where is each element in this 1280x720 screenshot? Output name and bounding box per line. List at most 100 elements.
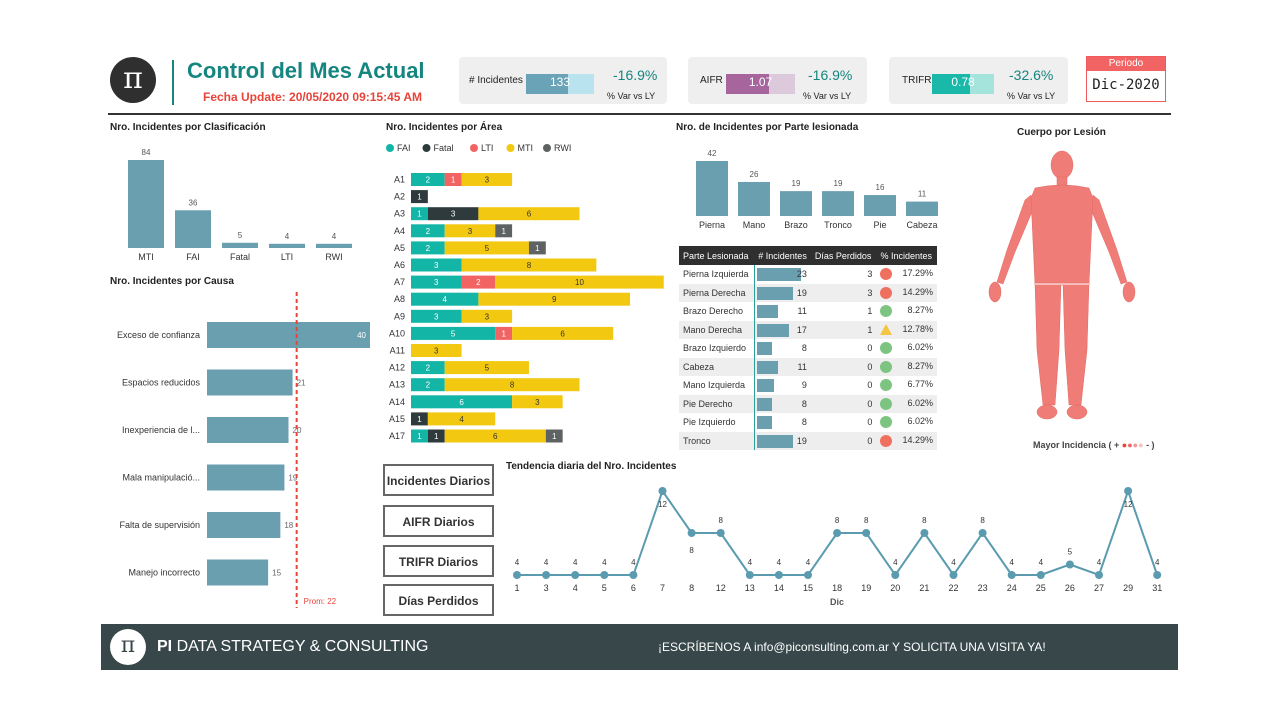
- cell-pct: 14.29%: [876, 431, 937, 450]
- cell-incidentes-value: 8: [801, 417, 807, 428]
- data-point: [716, 529, 725, 537]
- bar-segment: [411, 326, 496, 340]
- tick-label: 31: [1152, 583, 1162, 593]
- tick-label: 4: [573, 583, 578, 593]
- bar-segment: [411, 309, 462, 323]
- data-label: 21: [297, 379, 306, 388]
- footer-brand-bold: PI: [157, 638, 173, 655]
- data-label: 3: [485, 312, 490, 321]
- footer-cta[interactable]: ¡ESCRÍBENOS A info@piconsulting.com.ar Y…: [658, 640, 1046, 654]
- incidentes-diarios-button[interactable]: Incidentes Diarios: [383, 464, 494, 496]
- bar-segment: [478, 292, 631, 306]
- tick-label: 26: [1065, 583, 1075, 593]
- logo-icon: π: [110, 57, 156, 103]
- table-row[interactable]: Mano Derecha 17 1 12.78%: [679, 320, 937, 339]
- cell-dias: 1: [867, 306, 873, 317]
- table-row[interactable]: Brazo Derecho 11 1 8.27%: [679, 302, 937, 321]
- category-label: A13: [389, 380, 405, 390]
- bar-segment: [411, 190, 428, 204]
- periodo-value[interactable]: Dic-2020: [1092, 77, 1160, 93]
- update-timestamp: Fecha Update: 20/05/2020 09:15:45 AM: [203, 90, 422, 104]
- data-label: 3: [434, 312, 439, 321]
- data-label: 20: [293, 426, 302, 435]
- kpi-incidentes[interactable]: # Incidentes 133 -16.9% % Var vs LY: [459, 57, 667, 104]
- cell-incidentes: 11: [754, 357, 811, 376]
- table-row[interactable]: Pierna Izquierda 23 3 17.29%: [679, 265, 937, 284]
- bar-segment: [411, 395, 513, 409]
- data-label: 4: [1155, 558, 1160, 567]
- bar-segment: [444, 173, 462, 186]
- bar-segment: [411, 361, 445, 375]
- cell-bar: [756, 268, 801, 281]
- data-label: 15: [272, 569, 281, 578]
- table-row[interactable]: Tronco 19 0 14.29%: [679, 431, 937, 450]
- tick-label: MTI: [138, 252, 154, 262]
- data-label: 6: [527, 210, 532, 219]
- cell-dias: 3: [810, 283, 877, 302]
- legend-dot: [543, 144, 551, 152]
- legend-label: LTI: [481, 143, 493, 153]
- data-label: 1: [417, 210, 422, 219]
- bar-segment: [495, 275, 664, 289]
- tick-label: 23: [978, 583, 988, 593]
- table-row[interactable]: Brazo Izquierdo 8 0 6.02%: [679, 339, 937, 358]
- average-label: Prom: 22: [304, 597, 337, 606]
- table-row[interactable]: Cabeza 11 0 8.27%: [679, 357, 937, 376]
- bar: [864, 195, 896, 216]
- tick-label: 12: [716, 583, 726, 593]
- data-point: [542, 571, 551, 579]
- status-green-icon: [880, 360, 893, 373]
- body-figure[interactable]: [985, 150, 1140, 435]
- trifr-diarios-button[interactable]: TRIFR Diarios: [383, 545, 494, 577]
- tick-label: RWI: [325, 252, 342, 262]
- bar-segment: [411, 224, 445, 238]
- bar-segment: [411, 429, 428, 443]
- cell-bar: [756, 305, 778, 318]
- legend-dot: [470, 144, 478, 152]
- footer: π PI DATA STRATEGY & CONSULTING ¡ESCRÍBE…: [101, 624, 1178, 670]
- data-point: [600, 571, 609, 579]
- bar: [738, 181, 770, 216]
- cell-pct-value: 14.29%: [902, 286, 933, 297]
- header-divider: [172, 60, 174, 105]
- data-point: [1065, 560, 1074, 569]
- kpi-change-label: % Var vs LY: [803, 91, 852, 101]
- cell-pct-value: 6.02%: [907, 416, 933, 427]
- legend-label: MTI: [518, 143, 534, 153]
- periodo-label: Periodo: [1087, 57, 1165, 71]
- bar-segment: [411, 173, 445, 186]
- kpi-trifr[interactable]: TRIFR 0.78 -32.6% % Var vs LY: [889, 57, 1068, 104]
- cell-pct-value: 14.29%: [902, 434, 933, 445]
- data-label: 1: [434, 432, 439, 441]
- dias-perdidos-button[interactable]: Días Perdidos: [383, 584, 494, 616]
- data-label: 1: [451, 176, 456, 185]
- data-label: 3: [451, 210, 456, 219]
- table-row[interactable]: Mano Izquierda 9 0 6.77%: [679, 376, 937, 395]
- data-label: 8: [922, 516, 927, 525]
- aifr-diarios-button[interactable]: AIFR Diarios: [383, 505, 494, 537]
- data-point: [774, 571, 783, 579]
- table-row[interactable]: Pie Izquierdo 8 0 6.02%: [679, 413, 937, 432]
- col-header-parte[interactable]: Parte Lesionada: [679, 246, 755, 265]
- data-label: 6: [493, 432, 498, 441]
- status-green-icon: [880, 397, 893, 410]
- table-row[interactable]: Pie Derecho 8 0 6.02%: [679, 394, 937, 413]
- table-row[interactable]: Pierna Derecha 19 3 14.29%: [679, 283, 937, 302]
- causa-title: Nro. Incidentes por Causa: [110, 276, 234, 287]
- status-red-icon: [880, 286, 893, 299]
- data-label: 3: [535, 398, 540, 407]
- data-label: 2: [426, 381, 431, 390]
- col-header-pct[interactable]: % Incidentes: [876, 246, 937, 265]
- kpi-aifr[interactable]: AIFR 1.07 -16.9% % Var vs LY: [688, 57, 867, 104]
- data-label: 11: [918, 190, 927, 199]
- data-label: 8: [527, 261, 532, 270]
- data-label: 8: [718, 516, 723, 525]
- bar-segment: [411, 292, 479, 306]
- periodo-slicer[interactable]: Periodo Dic-2020: [1086, 56, 1166, 102]
- footer-logo-icon: π: [110, 629, 146, 665]
- cell-parte: Mano Izquierda: [679, 376, 755, 395]
- col-header-incidentes[interactable]: # Incidentes: [754, 246, 811, 265]
- bar-segment: [411, 344, 462, 357]
- col-header-dias[interactable]: Días Perdidos: [810, 246, 877, 265]
- data-label: 5: [485, 244, 490, 253]
